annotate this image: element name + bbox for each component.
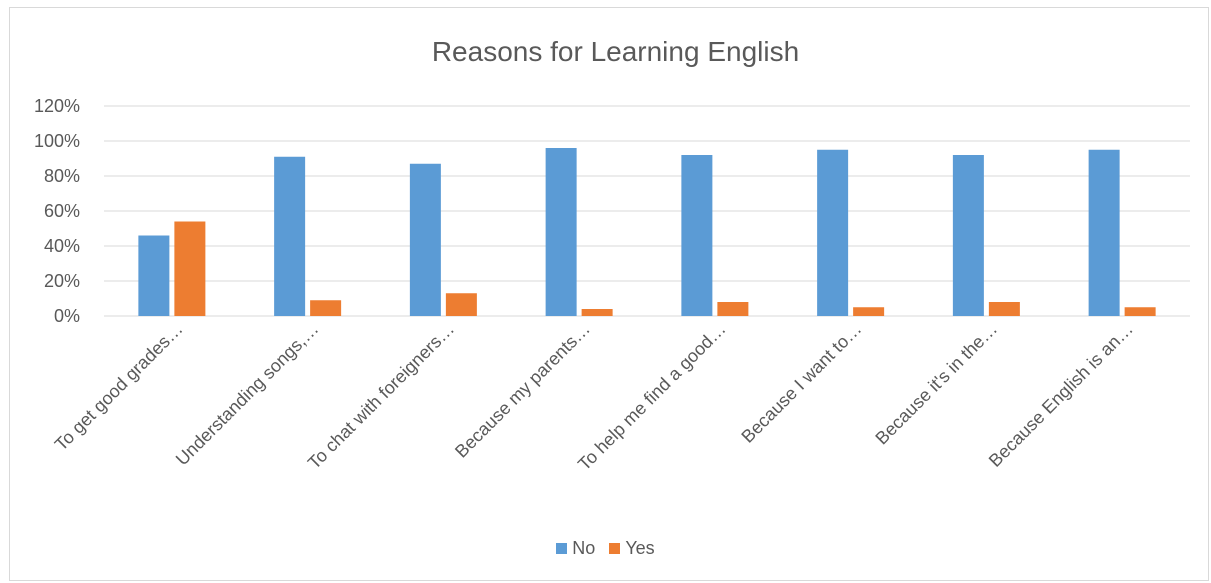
gridlines — [104, 105, 1190, 317]
bar-yes — [174, 221, 206, 316]
bar-yes — [853, 307, 885, 316]
chart-title: Reasons for Learning English — [431, 36, 800, 67]
legend-label-no: No — [572, 538, 596, 558]
legend-item-no: No — [556, 538, 595, 559]
x-tick-label: Because it's in the… — [871, 319, 1001, 449]
bar-yes — [310, 300, 342, 316]
x-tick-label: To chat with foreigners… — [304, 319, 458, 473]
legend: No Yes — [0, 538, 1211, 559]
y-tick-label: 100% — [34, 131, 80, 151]
legend-label-yes: Yes — [625, 538, 655, 558]
bar-no — [817, 149, 849, 316]
bar-no — [274, 156, 306, 316]
y-tick-label: 20% — [44, 271, 80, 291]
bar-no — [952, 155, 984, 316]
legend-swatch-yes — [609, 543, 621, 554]
x-tick-label: Because my parents… — [451, 319, 594, 462]
y-tick-label: 60% — [44, 201, 80, 221]
bar-yes — [1124, 307, 1156, 316]
y-tick-label: 40% — [44, 236, 80, 256]
bar-yes — [581, 309, 613, 316]
legend-swatch-no — [556, 543, 568, 554]
x-tick-label: To get good grades… — [51, 319, 187, 455]
x-tick-label: To help me find a good… — [574, 319, 730, 475]
x-tick-label: Because I want to… — [737, 319, 865, 447]
bar-no — [681, 155, 713, 316]
bar-no — [138, 235, 170, 316]
y-tick-label: 80% — [44, 166, 80, 186]
chart-area — [9, 7, 1209, 581]
bar-no — [409, 163, 441, 316]
bars — [138, 148, 1156, 316]
bar-no — [1088, 149, 1120, 316]
y-tick-label: 0% — [54, 306, 80, 326]
y-tick-label: 120% — [34, 96, 80, 116]
bar-no — [545, 148, 577, 316]
legend-item-yes: Yes — [609, 538, 655, 559]
bar-yes — [988, 302, 1020, 316]
x-axis-ticks: To get good grades…Understanding songs,…… — [51, 319, 1137, 475]
y-axis-ticks: 0% 20% 40% 60% 80% 100% 120% — [34, 96, 80, 326]
bar-yes — [445, 293, 477, 316]
bar-yes — [717, 302, 749, 316]
x-tick-label: Understanding songs,… — [172, 319, 323, 470]
x-tick-label: Because English is an… — [985, 319, 1137, 471]
